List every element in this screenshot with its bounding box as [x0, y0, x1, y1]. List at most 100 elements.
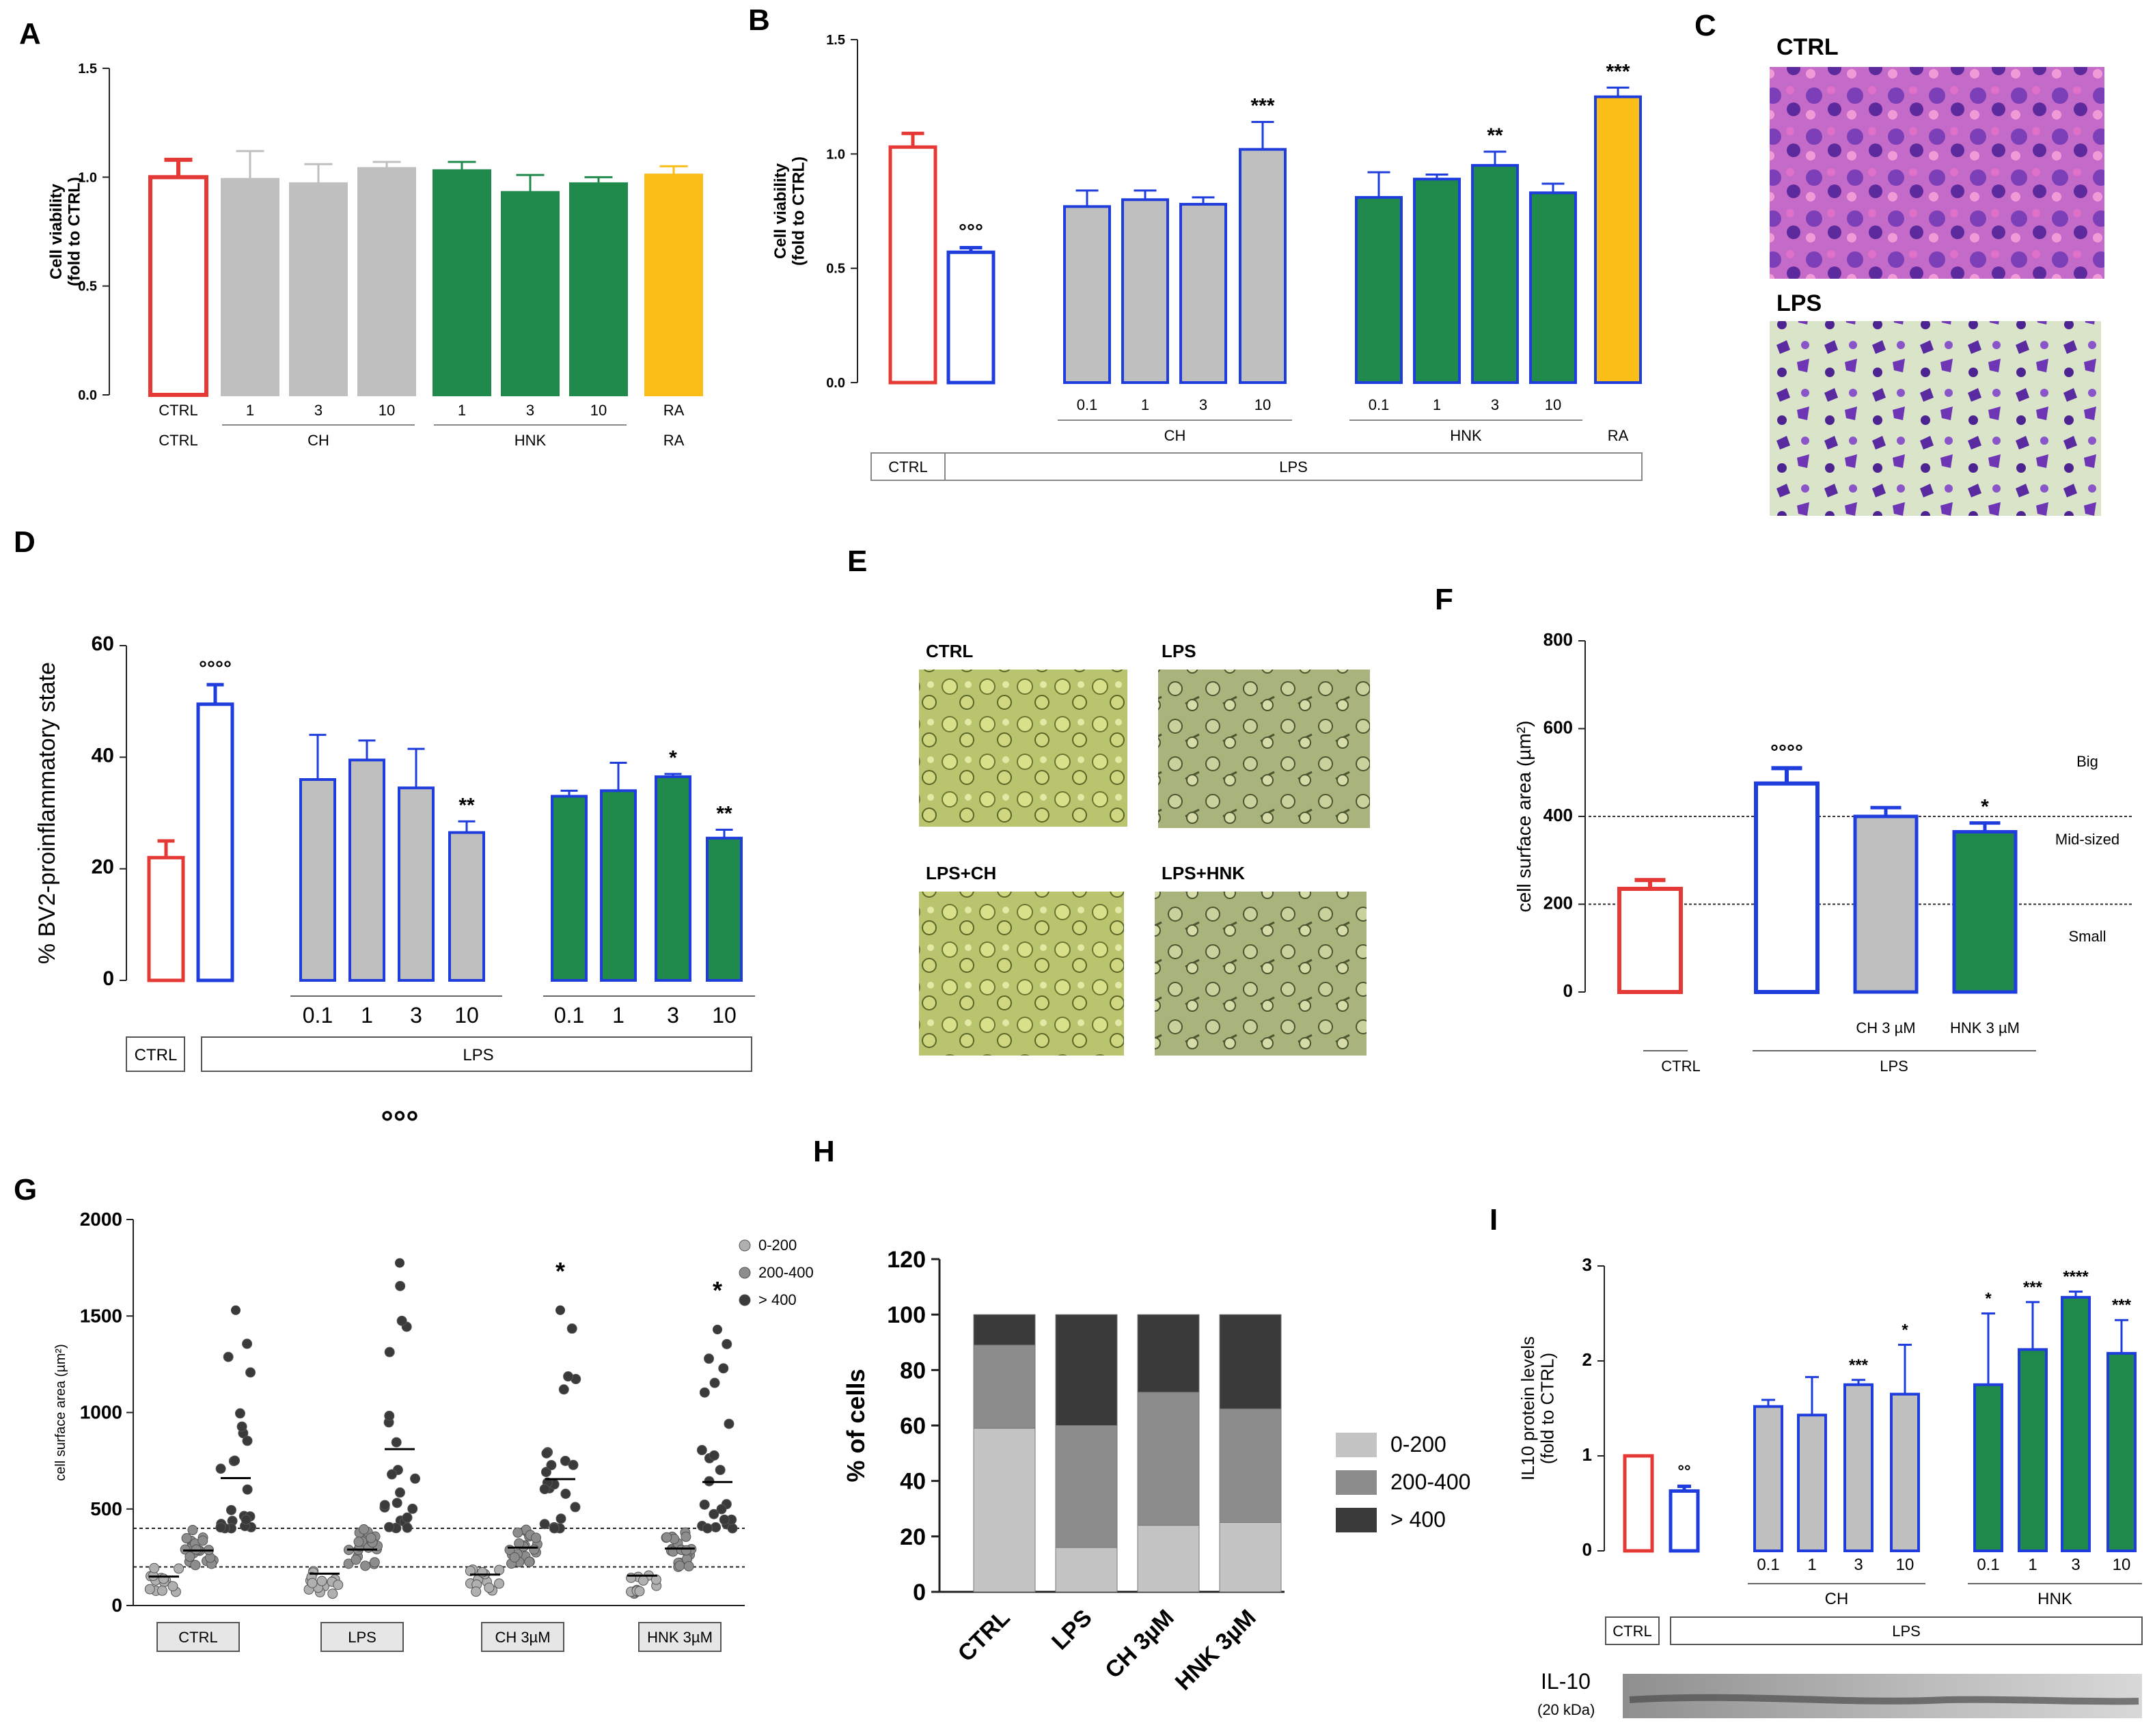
significance-mark: *: [669, 747, 677, 769]
chart-b: 0.0 0.5 1.0 1.5 Cell viability (fold to CTRL)…: [771, 33, 1643, 481]
legend-marker: [739, 1294, 751, 1306]
bar: [398, 786, 435, 982]
data-point: [245, 1367, 256, 1378]
data-point: [546, 1460, 557, 1471]
data-point: [360, 1560, 371, 1571]
x-tick-label: 3: [1199, 396, 1207, 413]
bar: [448, 831, 485, 982]
bar: [357, 167, 416, 396]
legend-label: 200-400: [1390, 1470, 1470, 1494]
data-point: [696, 1445, 707, 1456]
group-label: CH 3µM: [495, 1629, 550, 1646]
chart-g: 0 500 1000 1500 2000 cell surface area (µm²) C…: [53, 1105, 814, 1652]
significance-mark: **: [1487, 124, 1503, 147]
bar: [655, 775, 691, 982]
y-tick-label: 3: [1582, 1254, 1592, 1275]
data-point: [353, 1537, 364, 1547]
legend-swatch: [1336, 1433, 1377, 1457]
x-tick-label: CTRL: [159, 402, 197, 419]
x-tick-label: 3: [2071, 1556, 2080, 1574]
x-tick-label: 0.1: [1369, 396, 1390, 413]
bar: [1121, 198, 1169, 384]
y-tick-label: 0: [111, 1595, 122, 1616]
panel-label-h: H: [813, 1135, 835, 1168]
micrograph-e-lps-ch: [919, 892, 1124, 1056]
bar: [1973, 1383, 2003, 1552]
data-point: [396, 1315, 407, 1326]
micrograph-e-lps-hnk: [1155, 892, 1367, 1056]
x-tick-label: 10: [379, 402, 395, 419]
y-tick-label: 0: [1582, 1539, 1592, 1560]
bar: [2018, 1348, 2048, 1552]
bar: [1843, 1383, 1873, 1552]
x-tick-label: 1: [1807, 1556, 1816, 1574]
group-label: HNK: [2037, 1590, 2072, 1608]
bar: [148, 175, 208, 397]
y-tick-label: 0.5: [826, 262, 845, 277]
y-tick-label: 0.0: [78, 388, 97, 403]
data-point: [392, 1498, 402, 1508]
x-tick-label: 0.1: [1977, 1556, 1999, 1574]
significance-mark: °°°°: [199, 657, 232, 680]
stacked-bar-segment: [1137, 1525, 1200, 1593]
y-tick-label: 80: [900, 1358, 926, 1383]
panel-e-images: CTRL LPS LPS+CH LPS+HNK: [919, 641, 1370, 1056]
data-point: [407, 1503, 418, 1514]
data-point: [366, 1532, 376, 1543]
treatment-box-lps: [201, 1036, 752, 1072]
x-tick-label: 0.1: [1077, 396, 1098, 413]
group-label: HNK: [1450, 427, 1482, 444]
data-point: [223, 1351, 234, 1362]
treatment-label: CTRL: [888, 458, 927, 476]
significance-mark: °°°: [959, 221, 983, 243]
data-point: [727, 1523, 738, 1534]
treatment-label: LPS: [1279, 458, 1308, 476]
bar: [644, 174, 703, 396]
bar: [600, 789, 637, 982]
y-tick-label: 40: [92, 744, 114, 767]
bar: [706, 836, 743, 982]
treatment-box-ctrl: [1605, 1616, 1660, 1645]
significance-mark: *: [1902, 1321, 1908, 1339]
x-tick-label: 10: [454, 1003, 479, 1028]
data-point: [184, 1552, 195, 1562]
bar: [1890, 1392, 1920, 1553]
significance-mark: *: [1981, 796, 1989, 818]
bar: [147, 855, 185, 982]
bar: [433, 169, 491, 396]
data-point: [241, 1514, 251, 1525]
bar: [1952, 829, 2018, 994]
data-point: [566, 1323, 577, 1334]
data-point: [327, 1588, 338, 1599]
x-tick-label: HNK 3µM: [1170, 1605, 1261, 1696]
bar: [888, 145, 937, 385]
y-tick-label: 1.0: [78, 170, 97, 185]
data-point: [234, 1408, 245, 1419]
data-point: [379, 1500, 390, 1511]
data-point: [555, 1305, 565, 1315]
bar: [501, 191, 560, 396]
x-tick-label: 0.1: [303, 1003, 333, 1028]
data-point: [683, 1561, 694, 1572]
data-point: [384, 1347, 395, 1358]
stacked-bar-segment: [1055, 1314, 1118, 1426]
x-tick-label: 1: [1433, 396, 1441, 413]
x-tick-label: 3: [526, 402, 534, 419]
bar: [1471, 164, 1519, 384]
data-point: [709, 1377, 720, 1388]
treatment-box-ctrl: [126, 1036, 185, 1072]
y-tick-label: 0: [102, 967, 114, 990]
y-axis-label: % of cells: [842, 1368, 870, 1482]
stacked-bar-segment: [1219, 1522, 1282, 1593]
x-tick-label: 1: [1141, 396, 1149, 413]
data-point: [215, 1463, 226, 1474]
stacked-bar-segment: [973, 1428, 1036, 1593]
y-tick-label: 20: [900, 1524, 926, 1550]
data-point: [637, 1575, 648, 1586]
y-axis-label: Cell viability: [47, 183, 66, 279]
group-label: LPS: [348, 1629, 376, 1646]
panel-label-d: D: [14, 525, 36, 559]
data-point: [626, 1572, 637, 1583]
data-point: [156, 1585, 167, 1596]
data-point: [524, 1556, 535, 1567]
